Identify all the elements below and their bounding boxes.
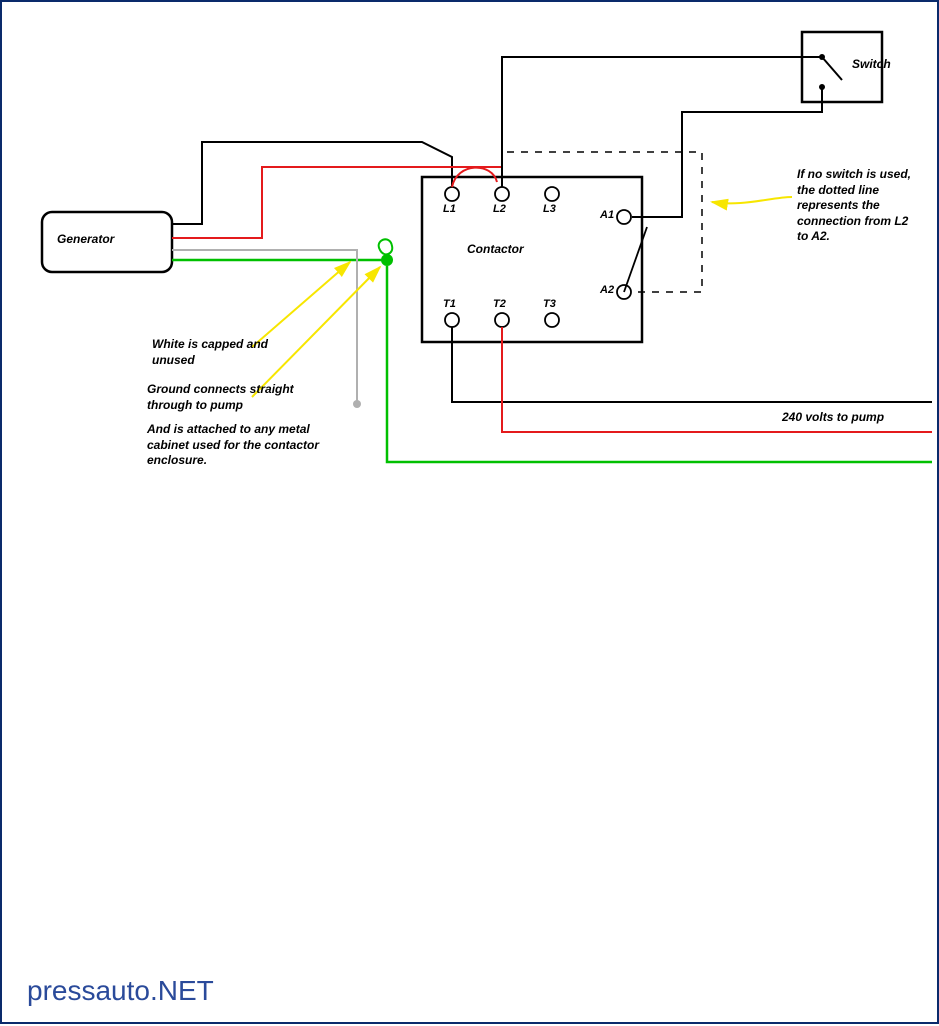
note-white: White is capped and unused bbox=[152, 337, 312, 368]
switch-label: Switch bbox=[852, 57, 891, 71]
arrow-yellow-ground bbox=[252, 267, 380, 397]
diagram-canvas: Generator Switch Contactor L1 L2 L3 A1 A… bbox=[0, 0, 939, 1024]
ground-node bbox=[381, 254, 393, 266]
wire-black-L2-switch bbox=[502, 57, 822, 187]
wire-white-cap bbox=[172, 250, 357, 402]
wire-black-T1-out bbox=[452, 327, 932, 402]
wiring-svg bbox=[2, 2, 939, 1026]
terminal-L3: L3 bbox=[543, 203, 556, 215]
contactor-box bbox=[422, 177, 642, 342]
wire-black-gen-L1 bbox=[172, 142, 452, 224]
note-cabinet: And is attached to any metal cabinet use… bbox=[147, 422, 347, 469]
wire-black-switch-A1 bbox=[632, 87, 822, 217]
terminal-T2: T2 bbox=[493, 298, 506, 310]
arrow-yellow-note bbox=[712, 197, 792, 203]
terminal-A1: A1 bbox=[600, 209, 614, 221]
note-switch: If no switch is used, the dotted line re… bbox=[797, 167, 917, 245]
generator-label: Generator bbox=[57, 232, 114, 246]
note-ground: Ground connects straight through to pump bbox=[147, 382, 327, 413]
output-label: 240 volts to pump bbox=[782, 410, 884, 424]
terminal-T3: T3 bbox=[543, 298, 556, 310]
terminal-L1: L1 bbox=[443, 203, 456, 215]
terminal-L2: L2 bbox=[493, 203, 506, 215]
wire-dotted-L2-A2 bbox=[507, 152, 702, 292]
terminal-A2: A2 bbox=[600, 284, 614, 296]
arrow-yellow-whitecap bbox=[252, 262, 350, 347]
terminal-T1: T1 bbox=[443, 298, 456, 310]
contactor-label: Contactor bbox=[467, 242, 524, 256]
watermark: pressauto.NET bbox=[27, 975, 214, 1007]
